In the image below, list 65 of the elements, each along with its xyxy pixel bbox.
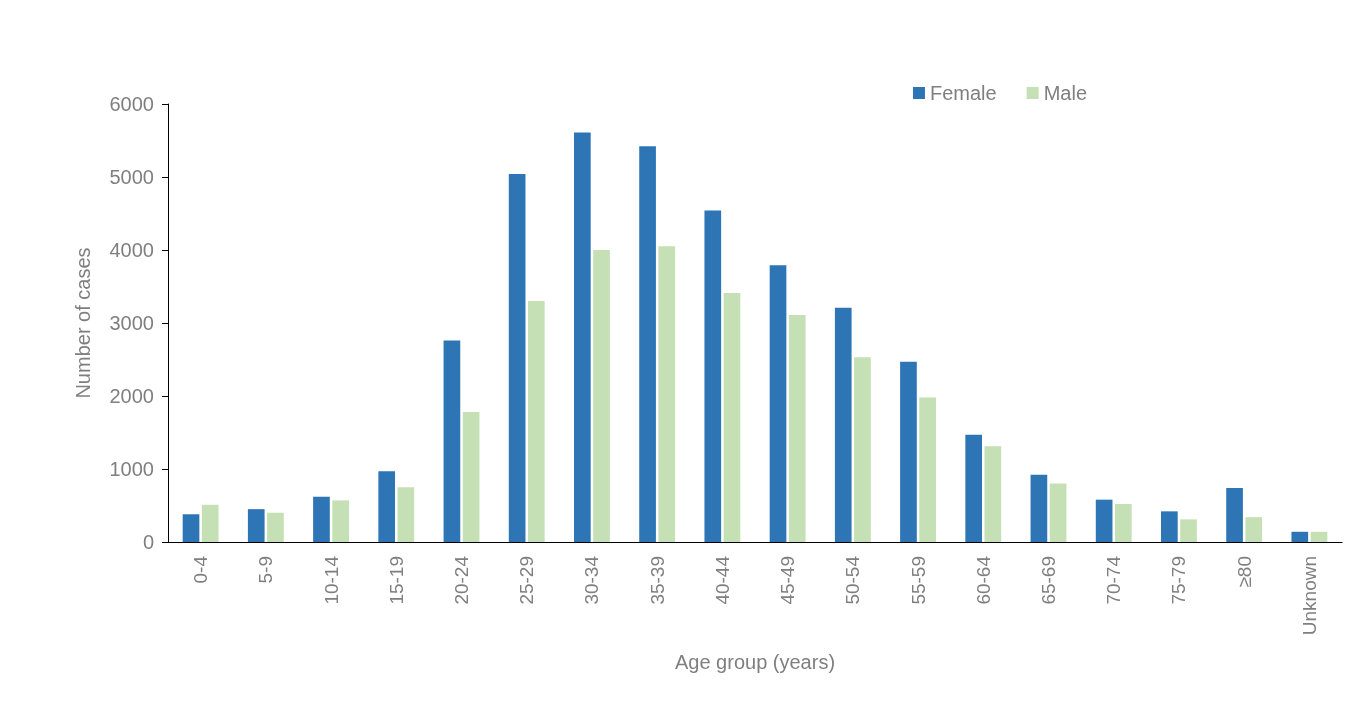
bar	[201, 504, 219, 542]
bar	[769, 265, 787, 542]
bar	[267, 512, 284, 542]
y-tick-label: 2000	[109, 385, 154, 407]
bar	[593, 250, 610, 542]
bar	[1114, 504, 1132, 542]
x-tick-label: 20-24	[451, 555, 472, 605]
bar	[639, 146, 656, 542]
bar	[788, 314, 806, 542]
x-tick-label: 65-69	[1038, 556, 1059, 605]
x-tick-label: 35-39	[646, 556, 668, 605]
x-axis-title: Age group (years)	[674, 651, 836, 673]
y-tick-label: 0	[142, 531, 154, 553]
bar	[1049, 483, 1067, 542]
x-tick-label: 0-4	[190, 555, 212, 584]
x-tick-label: 15-19	[385, 556, 407, 605]
bar	[900, 361, 917, 542]
x-tick-label: 40-44	[711, 555, 733, 605]
bar	[1226, 487, 1243, 542]
bar	[965, 434, 983, 542]
bar	[182, 514, 200, 542]
bar	[704, 210, 722, 542]
x-tick-label: 5-9	[255, 556, 277, 584]
bar	[1095, 499, 1113, 542]
bar	[443, 340, 461, 542]
x-tick-label: 50-54	[842, 555, 864, 605]
legend-label: Male	[1043, 82, 1088, 104]
y-tick-label: 4000	[109, 239, 154, 261]
y-axis-title: Number of cases	[72, 247, 94, 399]
y-tick-label: 6000	[109, 93, 154, 115]
bar	[462, 412, 480, 542]
bar	[378, 471, 396, 542]
bar	[313, 496, 330, 542]
y-tick-label: 1000	[109, 458, 154, 480]
bar	[527, 301, 545, 542]
x-tick-label: 60-64	[972, 555, 994, 605]
x-tick-label: ≥80	[1233, 556, 1255, 588]
y-tick-label: 3000	[109, 312, 154, 334]
bar	[1180, 519, 1197, 542]
y-tick-label: 5000	[109, 166, 154, 188]
bar	[508, 174, 526, 542]
x-tick-label: 70-74	[1103, 555, 1125, 605]
bar	[919, 397, 936, 542]
bar	[247, 509, 265, 542]
bar	[332, 500, 349, 542]
x-tick-label: 30-34	[581, 555, 603, 605]
bar	[1310, 531, 1328, 542]
bar	[574, 132, 591, 542]
bar	[984, 446, 1002, 542]
bar	[1291, 531, 1309, 542]
legend-label: Female	[929, 82, 997, 104]
x-tick-label: 75-79	[1168, 556, 1190, 605]
x-tick-label: 55-59	[907, 556, 929, 605]
x-tick-label: Unknown	[1298, 556, 1320, 636]
x-tick-label: 25-29	[516, 556, 538, 605]
bar	[1245, 517, 1263, 542]
bar	[723, 293, 741, 542]
bar	[397, 487, 415, 542]
bar	[1030, 474, 1048, 542]
bar	[854, 357, 871, 542]
bar	[658, 246, 676, 542]
x-tick-label: 10-14	[320, 555, 342, 605]
bar	[834, 307, 852, 542]
x-tick-label: 45-49	[777, 556, 799, 605]
bar	[1161, 511, 1178, 542]
